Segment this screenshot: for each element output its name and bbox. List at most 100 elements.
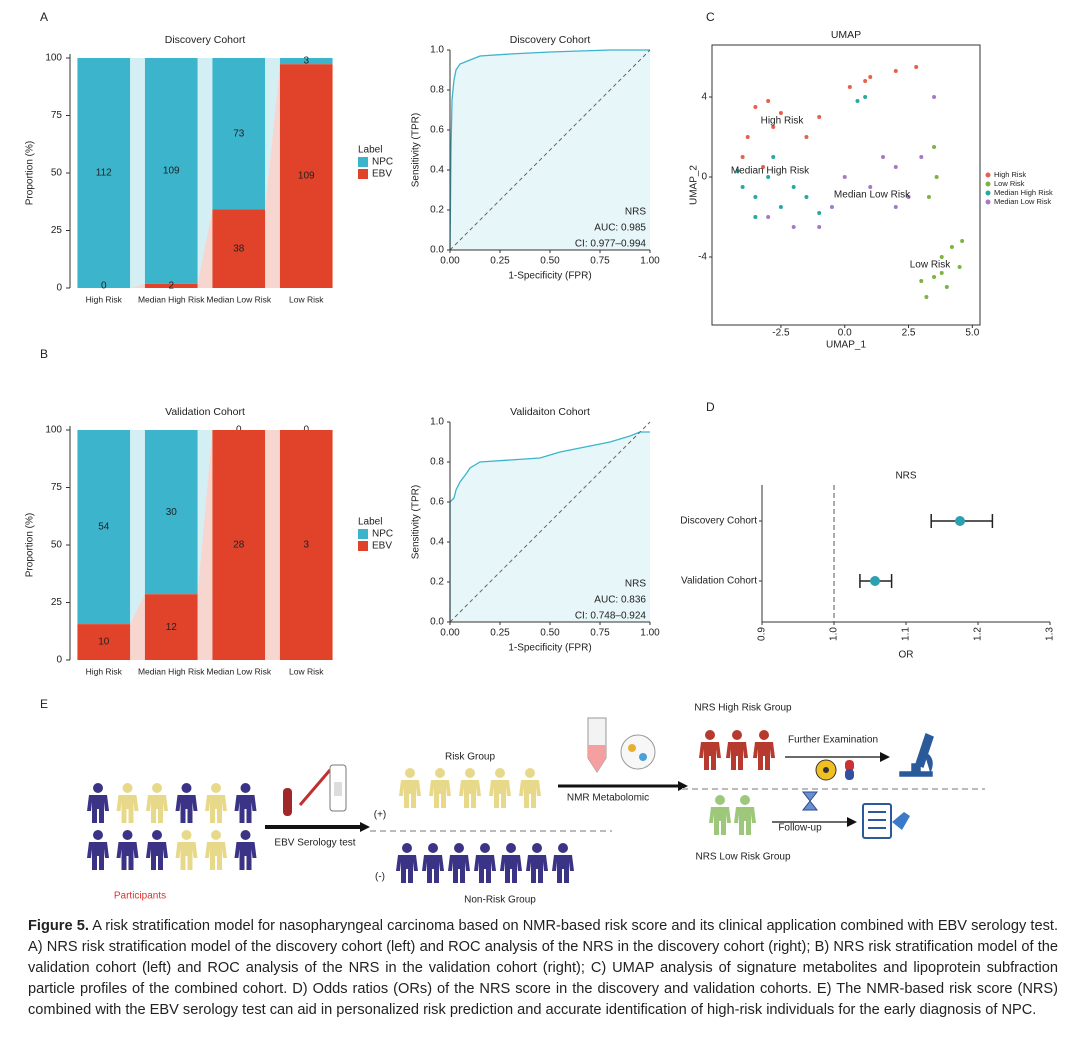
count-label: 30 xyxy=(166,507,178,518)
annotation: CI: 0.977–0.994 xyxy=(575,239,647,250)
person-body xyxy=(87,842,109,870)
y-tick-label: 0.6 xyxy=(430,497,444,508)
panel-label: A xyxy=(40,10,48,24)
y-tick-label: 0 xyxy=(56,283,62,294)
flow xyxy=(130,594,145,660)
person-body xyxy=(500,855,522,883)
legend-label: NRS xyxy=(625,207,646,218)
person-body xyxy=(519,780,541,808)
serology-label: EBV Serology test xyxy=(274,838,355,849)
legend-swatch xyxy=(358,157,368,167)
person-body xyxy=(146,842,168,870)
person-body xyxy=(234,795,257,823)
point xyxy=(817,115,822,119)
flow xyxy=(130,58,145,288)
legend-swatch xyxy=(358,541,368,551)
bar-segment xyxy=(144,594,198,660)
legend-title: Label xyxy=(358,517,382,528)
person-body xyxy=(474,855,496,883)
diagonal xyxy=(449,421,651,623)
point xyxy=(778,205,783,209)
person-body xyxy=(726,742,748,770)
caption-text: A risk stratification model for nasophar… xyxy=(28,918,1058,1018)
count-label: 0 xyxy=(101,281,107,292)
person-head xyxy=(122,783,133,793)
person-body xyxy=(87,795,109,823)
person-body xyxy=(422,855,444,883)
count-label: 38 xyxy=(233,243,245,254)
dish xyxy=(620,734,656,770)
point xyxy=(870,576,881,586)
arrow-head xyxy=(880,752,890,762)
person-body xyxy=(175,842,198,870)
y-tick-label: 0.4 xyxy=(430,537,444,548)
flow xyxy=(197,430,213,660)
y-axis-label: Sensitivity (TPR) xyxy=(411,113,422,187)
y-tick-label: 25 xyxy=(51,597,63,608)
chart-title: NRS xyxy=(895,471,916,482)
flow xyxy=(197,209,213,288)
count-label: 112 xyxy=(96,168,112,179)
point xyxy=(735,169,740,173)
person-body xyxy=(116,795,139,823)
person-head xyxy=(122,830,133,840)
y-tick-label: 0.8 xyxy=(430,85,444,96)
point xyxy=(753,195,758,199)
count-label: 3 xyxy=(303,540,309,551)
pill-bottom xyxy=(845,769,854,780)
person-head xyxy=(495,768,505,778)
person-body xyxy=(753,742,775,770)
x-axis-label: 1-Specificity (FPR) xyxy=(508,643,591,654)
point xyxy=(932,95,937,99)
x-tick-label: 1.3 xyxy=(1045,627,1056,641)
plot-frame xyxy=(711,44,981,326)
legend-label: EBV xyxy=(372,541,392,552)
person-head xyxy=(152,783,162,793)
arrow-head xyxy=(678,781,688,791)
flow xyxy=(130,430,145,625)
legend-swatch xyxy=(358,529,368,539)
cluster-label: Median High Risk xyxy=(731,166,810,177)
count-label: 3 xyxy=(303,56,309,67)
y-tick-label: 0.4 xyxy=(430,165,444,176)
x-tick-label: 0.75 xyxy=(590,256,610,267)
roc-curve xyxy=(449,431,650,622)
chart-title: Validation Cohort xyxy=(165,406,245,418)
x-tick-label: 1.1 xyxy=(901,627,912,641)
person-body xyxy=(116,842,139,870)
point xyxy=(939,255,944,259)
point xyxy=(771,155,776,159)
person-head xyxy=(705,730,715,740)
legend-label: NRS xyxy=(625,579,646,590)
y-axis-label: Proportion (%) xyxy=(25,513,36,577)
legend-swatch xyxy=(985,181,991,187)
count-label: 109 xyxy=(163,166,180,177)
x-tick-label: 5.0 xyxy=(965,328,979,339)
pipette xyxy=(298,769,332,806)
count-label: 10 xyxy=(98,637,110,648)
annotation: AUC: 0.836 xyxy=(594,595,646,606)
person-head xyxy=(428,843,438,853)
arrow-head xyxy=(847,817,857,827)
y-tick-label: 25 xyxy=(51,225,63,236)
person-body xyxy=(234,842,257,870)
chart-title: Discovery Cohort xyxy=(510,34,591,46)
person-body xyxy=(146,795,168,823)
point xyxy=(868,185,873,189)
person-head xyxy=(152,830,162,840)
x-tick-label: 1.00 xyxy=(640,628,660,639)
legend-swatch xyxy=(985,172,991,178)
y-tick-label: 1.0 xyxy=(430,45,444,56)
person-body xyxy=(734,807,756,835)
bar-segment xyxy=(279,430,333,660)
y-tick-label: 50 xyxy=(51,168,63,179)
person-head xyxy=(211,783,221,793)
point xyxy=(893,165,898,169)
point xyxy=(868,75,873,79)
cluster-label: Low Risk xyxy=(910,260,952,271)
legend-swatch xyxy=(985,190,991,196)
point xyxy=(863,79,868,83)
point xyxy=(957,265,962,269)
point xyxy=(924,295,929,299)
y-tick-label: 0.6 xyxy=(430,125,444,136)
